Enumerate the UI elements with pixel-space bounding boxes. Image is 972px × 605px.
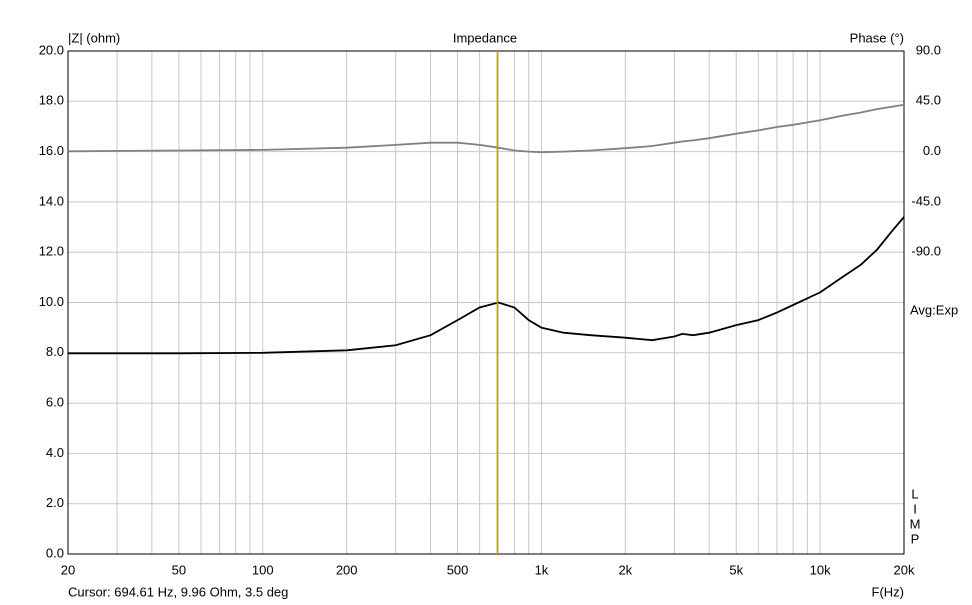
x-tick-label: 20k bbox=[894, 562, 915, 577]
x-tick-label: 50 bbox=[172, 562, 186, 577]
y-tick-label: 4.0 bbox=[46, 445, 64, 460]
cursor-readout: Cursor: 694.61 Hz, 9.96 Ohm, 3.5 deg bbox=[68, 584, 288, 599]
x-tick-label: 1k bbox=[535, 562, 549, 577]
y-tick-label: 14.0 bbox=[39, 193, 64, 208]
y2-tick-label: 0.0 bbox=[923, 143, 941, 158]
y-tick-label: 2.0 bbox=[46, 495, 64, 510]
side-label: Avg:Exp bbox=[910, 302, 958, 317]
y-tick-label: 12.0 bbox=[39, 244, 64, 259]
y2-tick-label: -90.0 bbox=[911, 244, 941, 259]
x-tick-label: 2k bbox=[618, 562, 632, 577]
y2-tick-label: 45.0 bbox=[916, 93, 941, 108]
x-axis-label: F(Hz) bbox=[872, 584, 905, 599]
y-tick-label: 0.0 bbox=[46, 545, 64, 560]
y-axis-label: |Z| (ohm) bbox=[68, 30, 120, 45]
x-tick-label: 20 bbox=[61, 562, 75, 577]
series-line bbox=[67, 103, 905, 154]
y-tick-label: 16.0 bbox=[39, 143, 64, 158]
y-tick-label: 18.0 bbox=[39, 93, 64, 108]
side-letter: P bbox=[911, 531, 920, 546]
side-letter: M bbox=[910, 516, 921, 531]
plot-frame bbox=[67, 50, 905, 555]
y-tick-label: 10.0 bbox=[39, 294, 64, 309]
series-line bbox=[68, 216, 905, 355]
x-tick-label: 100 bbox=[252, 562, 274, 577]
y-tick-label: 8.0 bbox=[46, 344, 64, 359]
y2-tick-label: -45.0 bbox=[911, 193, 941, 208]
y2-axis-label: Phase (°) bbox=[850, 30, 904, 45]
x-tick-label: 200 bbox=[336, 562, 358, 577]
x-tick-label: 5k bbox=[729, 562, 743, 577]
side-letter: I bbox=[913, 501, 917, 516]
y-tick-label: 20.0 bbox=[39, 42, 64, 57]
y2-tick-label: 90.0 bbox=[916, 42, 941, 57]
chart-title: Impedance bbox=[453, 30, 517, 45]
y-tick-label: 6.0 bbox=[46, 395, 64, 410]
x-tick-label: 500 bbox=[447, 562, 469, 577]
side-letter: L bbox=[911, 486, 918, 501]
x-tick-label: 10k bbox=[810, 562, 831, 577]
